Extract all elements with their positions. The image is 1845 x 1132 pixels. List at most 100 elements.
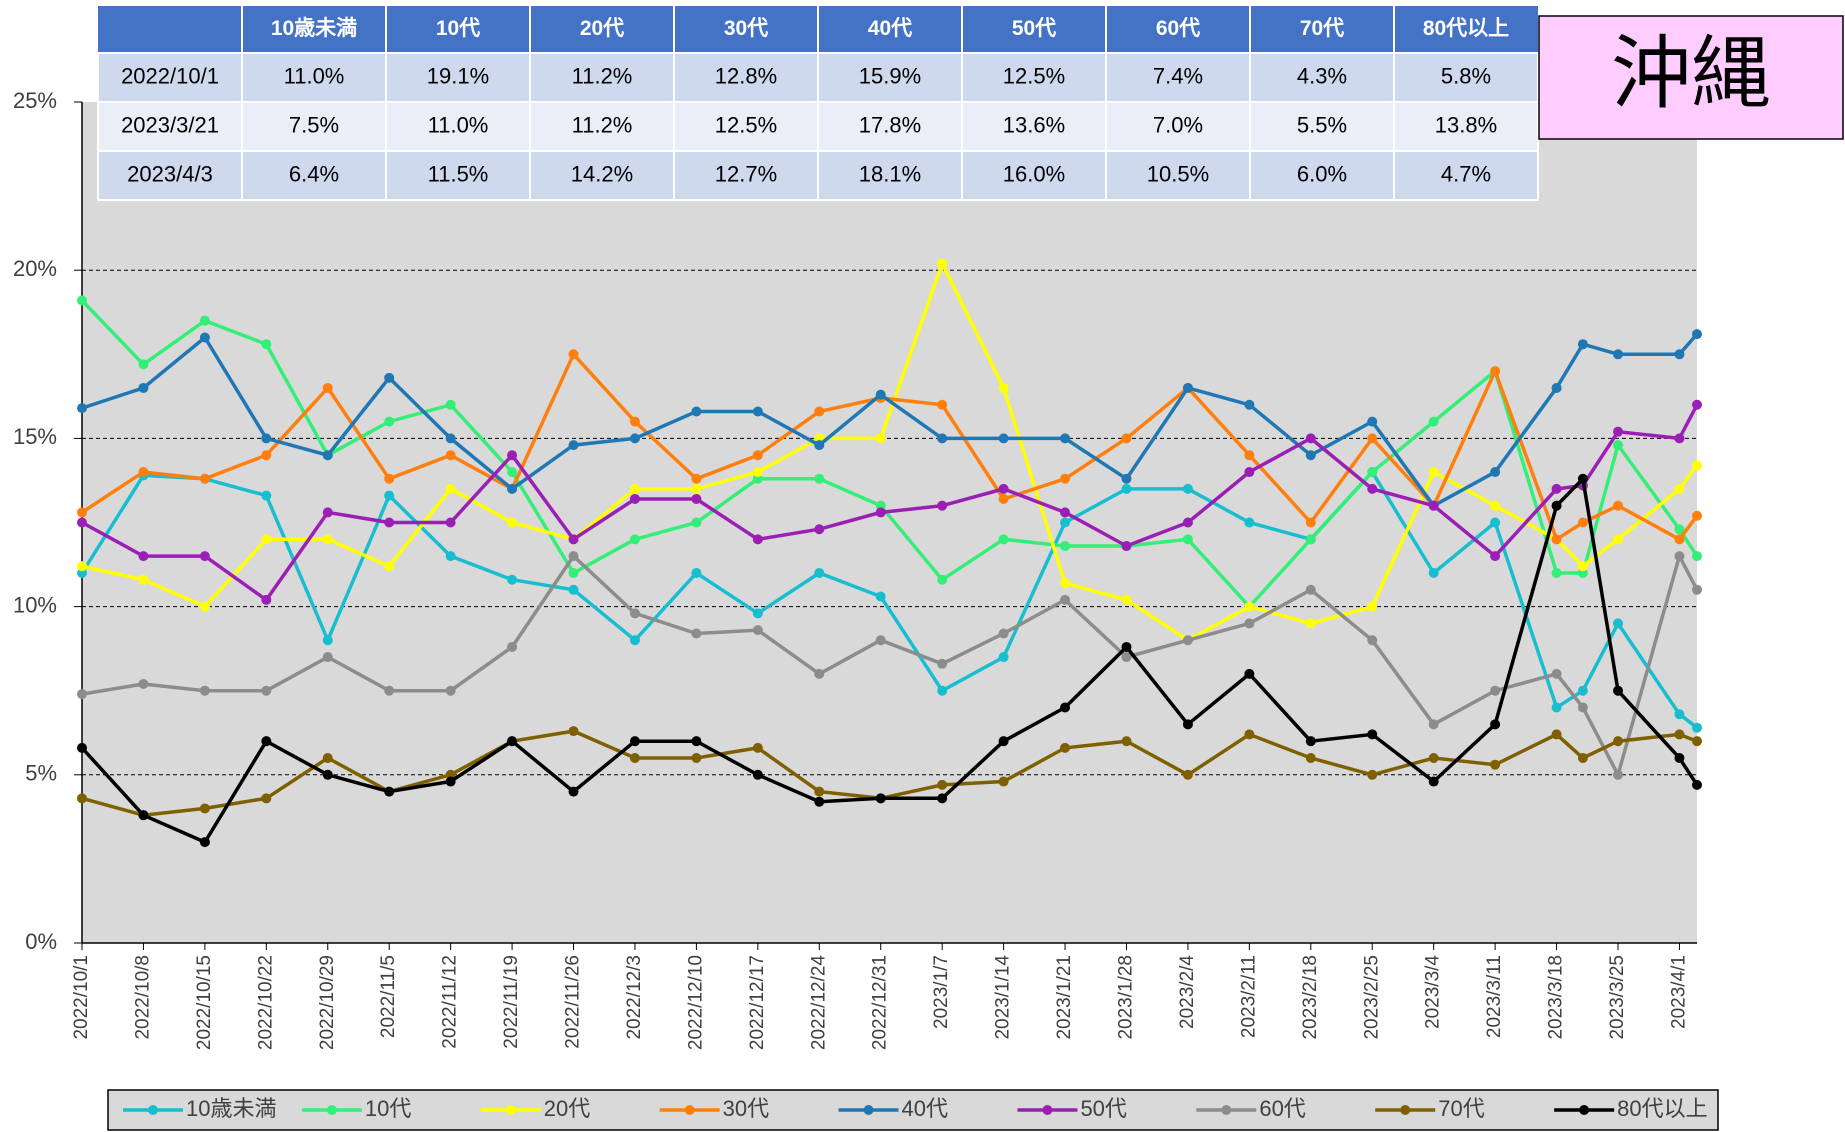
y-tick-label: 20%	[13, 256, 57, 281]
series-marker	[199, 315, 210, 326]
series-marker	[629, 752, 640, 763]
series-marker	[1428, 416, 1439, 427]
series-marker	[1692, 736, 1702, 747]
x-tick-label: 2023/2/18	[1300, 955, 1321, 1040]
series-marker	[1577, 517, 1588, 528]
series-marker	[199, 601, 210, 612]
legend-label: 70代	[1438, 1096, 1484, 1121]
series-marker	[1428, 567, 1439, 578]
series-marker	[568, 584, 579, 595]
x-tick-label: 2022/12/17	[747, 955, 768, 1050]
series-marker	[1490, 759, 1501, 770]
series-marker	[1060, 473, 1071, 484]
series-marker	[199, 473, 210, 484]
legend-label: 80代以上	[1617, 1096, 1707, 1121]
series-marker	[261, 490, 272, 501]
series-marker	[1692, 510, 1702, 521]
series-marker	[77, 295, 87, 306]
series-marker	[568, 726, 579, 737]
table-cell: 11.2%	[572, 63, 633, 88]
series-marker	[1244, 668, 1255, 679]
series-marker	[322, 450, 333, 461]
series-marker	[1674, 729, 1685, 740]
series-marker	[814, 786, 825, 797]
series-marker	[752, 769, 763, 780]
table-cell: 12.5%	[715, 112, 777, 137]
x-tick-label: 2022/12/31	[870, 955, 891, 1050]
table-cell: 11.0%	[284, 63, 345, 88]
legend-marker	[1579, 1105, 1590, 1115]
series-marker	[1613, 769, 1624, 780]
series-marker	[875, 591, 886, 602]
series-marker	[568, 349, 579, 360]
series-marker	[1551, 382, 1562, 393]
x-tick-label: 2023/3/18	[1546, 955, 1567, 1040]
region-label: 沖縄	[1611, 29, 1771, 118]
series-marker	[77, 561, 87, 572]
series-marker	[998, 433, 1009, 444]
series-marker	[1692, 722, 1702, 733]
series-marker	[937, 500, 948, 511]
series-marker	[814, 440, 825, 451]
series-marker	[937, 258, 948, 269]
y-tick-label: 25%	[13, 88, 57, 113]
series-marker	[937, 658, 948, 669]
x-tick-label: 2023/1/28	[1115, 955, 1136, 1040]
legend-label: 30代	[723, 1096, 769, 1121]
series-marker	[1367, 601, 1378, 612]
series-marker	[1613, 500, 1624, 511]
series-marker	[1674, 534, 1685, 545]
series-marker	[1551, 567, 1562, 578]
series-marker	[1428, 467, 1439, 478]
series-marker	[507, 467, 518, 478]
y-tick-label: 0%	[25, 929, 57, 954]
series-marker	[322, 534, 333, 545]
series-marker	[1060, 702, 1071, 713]
series-marker	[1367, 416, 1378, 427]
table-header: 50代	[1012, 17, 1056, 40]
series-marker	[1490, 467, 1501, 478]
series-marker	[1674, 433, 1685, 444]
series-marker	[1121, 652, 1132, 663]
series-marker	[629, 534, 640, 545]
table-cell: 12.5%	[1003, 63, 1065, 88]
table-cell: 18.1%	[859, 161, 921, 186]
series-marker	[199, 837, 210, 848]
y-tick-label: 5%	[25, 761, 57, 786]
x-tick-label: 2022/11/12	[440, 955, 461, 1049]
series-marker	[1182, 635, 1193, 646]
series-marker	[691, 736, 702, 747]
series-marker	[629, 635, 640, 646]
table-cell: 7.5%	[289, 112, 339, 137]
table-cell: 7.0%	[1153, 112, 1203, 137]
series-marker	[77, 403, 87, 414]
series-marker	[1367, 483, 1378, 494]
series-marker	[875, 793, 886, 804]
series-marker	[1674, 551, 1685, 562]
series-marker	[384, 786, 395, 797]
series-marker	[752, 742, 763, 753]
series-marker	[138, 810, 149, 821]
series-marker	[77, 507, 87, 518]
plot-area	[82, 102, 1697, 943]
series-marker	[937, 685, 948, 696]
series-marker	[1613, 618, 1624, 629]
series-marker	[752, 406, 763, 417]
series-marker	[1182, 534, 1193, 545]
legend-marker	[326, 1105, 337, 1115]
series-marker	[1577, 702, 1588, 713]
legend-marker	[863, 1105, 874, 1115]
series-marker	[998, 493, 1009, 504]
series-marker	[199, 551, 210, 562]
series-marker	[691, 517, 702, 528]
series-marker	[1692, 329, 1702, 340]
table-cell: 5.8%	[1441, 63, 1491, 88]
series-marker	[629, 433, 640, 444]
x-tick-label: 2022/12/3	[624, 955, 645, 1040]
table-header: 40代	[868, 17, 912, 40]
series-marker	[261, 433, 272, 444]
x-tick-label: 2023/3/4	[1423, 955, 1444, 1029]
series-marker	[1428, 719, 1439, 730]
series-marker	[507, 641, 518, 652]
